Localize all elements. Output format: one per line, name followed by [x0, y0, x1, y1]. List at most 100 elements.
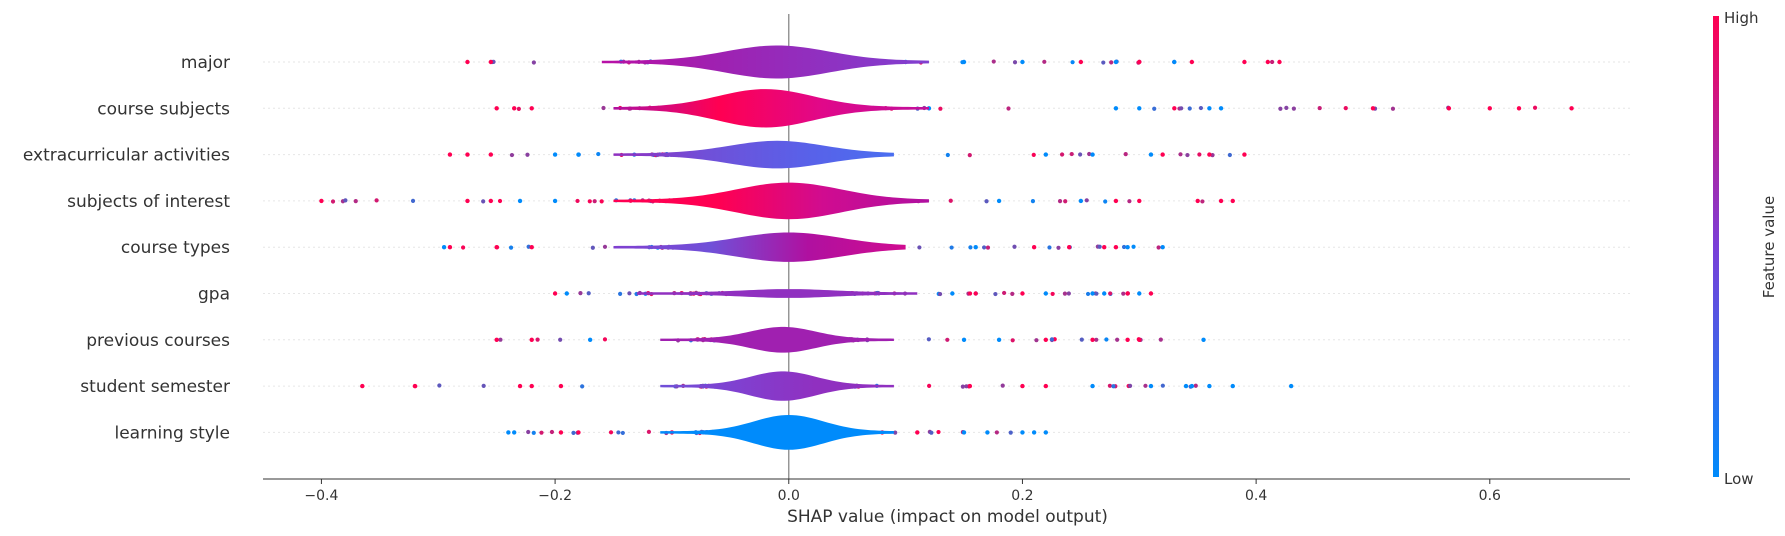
- feature-label: student semester: [80, 377, 230, 397]
- shap-dot: [1131, 244, 1136, 249]
- colorbar-high-label: High: [1724, 9, 1758, 27]
- shap-dot-high: [1137, 198, 1142, 204]
- shap-dot: [1034, 338, 1039, 343]
- shap-dot: [1101, 60, 1106, 65]
- shap-dot-low: [1031, 430, 1037, 435]
- shap-dot-high: [529, 245, 534, 250]
- shap-dot: [549, 429, 555, 435]
- shap-dot-high: [1242, 152, 1247, 157]
- x-tick-label: 0.6: [1479, 488, 1501, 504]
- shap-dot-low: [1288, 383, 1294, 389]
- shap-dot-high: [973, 291, 978, 296]
- shap-dot: [1031, 152, 1036, 157]
- shap-dot: [936, 429, 941, 435]
- shap-dot: [1197, 152, 1202, 157]
- shap-dot: [984, 199, 989, 204]
- shap-dot: [1063, 199, 1068, 204]
- shap-dot-low: [1201, 337, 1206, 342]
- shap-dot-high: [558, 430, 564, 435]
- feature-label: subjects of interest: [67, 192, 230, 212]
- shap-dot: [353, 198, 358, 204]
- shap-dot: [531, 60, 536, 65]
- shap-dot: [1127, 199, 1132, 204]
- shap-dot: [981, 245, 987, 250]
- shap-dot-low: [950, 291, 955, 296]
- shap-dot: [967, 153, 972, 158]
- shap-dot: [1185, 152, 1190, 158]
- shap-dot: [1069, 151, 1074, 157]
- shap-dot: [1079, 337, 1084, 342]
- shap-dot: [1012, 244, 1017, 249]
- x-tick-label: 0.2: [1011, 488, 1033, 504]
- feature-label: major: [181, 53, 230, 73]
- shap-dot: [960, 384, 965, 389]
- shap-dot: [1284, 105, 1289, 110]
- feature-violin: [660, 371, 894, 401]
- shap-dot: [575, 198, 580, 204]
- x-tick-label: −0.2: [538, 488, 572, 504]
- shap-dot-low: [1113, 59, 1119, 65]
- shap-dot: [1103, 199, 1108, 204]
- shap-dot-low: [512, 430, 517, 435]
- shap-dot-high: [1230, 198, 1235, 204]
- feature-label: course types: [121, 238, 230, 258]
- shap-dot-low: [961, 59, 967, 65]
- shap-dot-high: [576, 430, 581, 435]
- x-tick-label: 0.0: [778, 488, 800, 504]
- shap-dot-high: [1137, 59, 1142, 65]
- shap-dot: [497, 198, 503, 204]
- shap-dot-low: [587, 337, 593, 342]
- shap-dot: [967, 291, 973, 296]
- scatter-dots: [319, 59, 1574, 436]
- shap-dot-low: [1043, 430, 1049, 435]
- shap-dot-high: [512, 106, 517, 111]
- shap-dot-high: [447, 245, 453, 250]
- shap-dot: [1123, 152, 1128, 157]
- shap-dot: [1047, 245, 1052, 250]
- shap-dot: [599, 199, 604, 204]
- feature-violin: [613, 232, 906, 262]
- feature-labels: major course subjects extracurricular acti…: [23, 53, 230, 443]
- feature-label: extracurricular activities: [23, 146, 230, 166]
- shap-dot: [1193, 383, 1198, 388]
- shap-dot: [601, 105, 606, 111]
- shap-dot-high: [1189, 59, 1195, 65]
- shap-dot: [516, 106, 521, 111]
- shap-dot-low: [1137, 291, 1142, 296]
- shap-dot: [937, 291, 943, 297]
- shap-dot-low: [996, 198, 1002, 204]
- shap-dot-high: [915, 430, 920, 435]
- shap-dot: [508, 245, 514, 250]
- feature-violin: [636, 289, 918, 298]
- shap-dot: [917, 245, 922, 250]
- shap-dot: [1109, 60, 1114, 65]
- shap-dot-high: [1020, 383, 1025, 389]
- shap-dot-low: [506, 430, 511, 435]
- shap-dot: [1390, 106, 1396, 111]
- shap-dot: [1179, 106, 1184, 111]
- shap-dot: [948, 198, 953, 203]
- shap-dot: [1097, 244, 1102, 249]
- shap-dot-high: [465, 59, 470, 65]
- shap-dot: [1158, 337, 1163, 342]
- shap-dot-high: [494, 337, 499, 342]
- shap-dot: [1010, 291, 1015, 296]
- shap-dot: [1057, 199, 1063, 204]
- shap-dot: [526, 429, 531, 435]
- shap-dot: [1178, 152, 1183, 157]
- shap-dot: [330, 199, 336, 204]
- shap-dot-high: [1020, 291, 1025, 296]
- shap-dot: [1156, 245, 1161, 250]
- shap-dot: [437, 383, 442, 388]
- shap-dot: [616, 430, 621, 435]
- shap-dot: [1006, 106, 1011, 111]
- shap-dot: [945, 152, 950, 158]
- shap-dot-high: [465, 198, 470, 204]
- shap-dot-high: [488, 59, 494, 65]
- shap-dot: [1085, 291, 1091, 297]
- shap-dot: [646, 429, 652, 434]
- shap-dot: [602, 337, 608, 342]
- shap-dot: [1066, 291, 1071, 296]
- shap-dot-high: [529, 383, 534, 389]
